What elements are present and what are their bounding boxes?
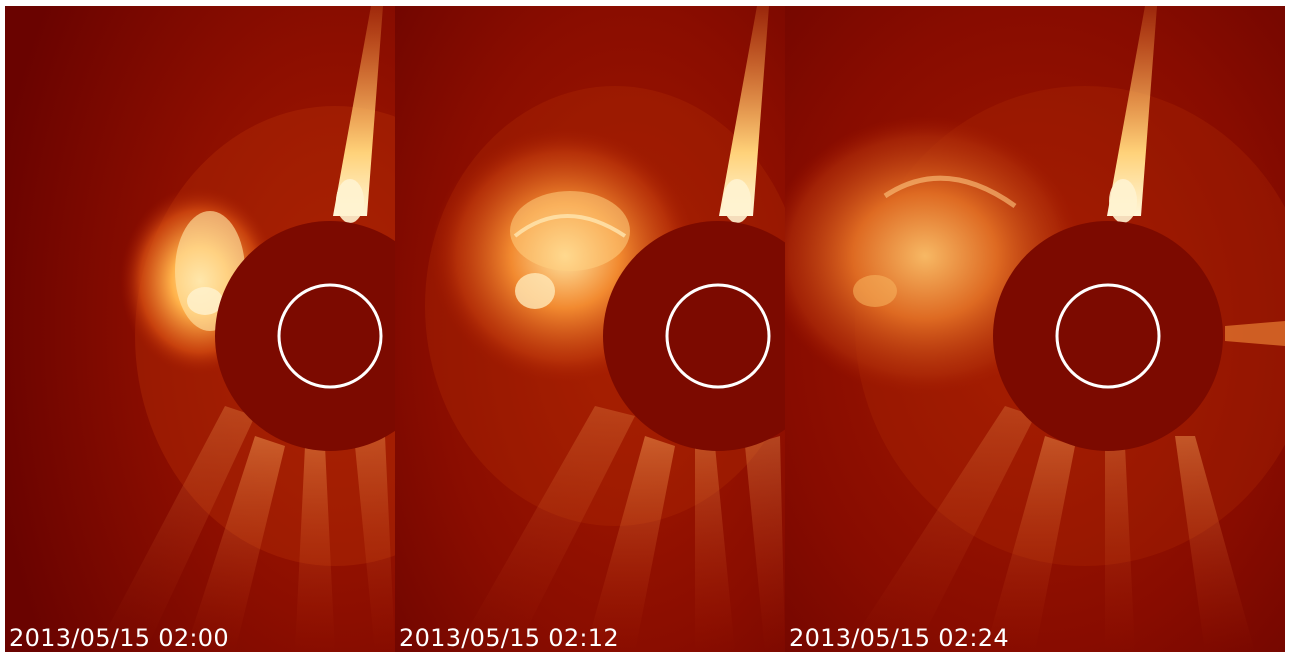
coronagraph-frame-3: 2013/05/15 02:24 xyxy=(785,6,1285,652)
coronagraph-frame-2: 2013/05/15 02:12 xyxy=(395,6,785,652)
coronagraph-image-strip: 2013/05/15 02:00 xyxy=(5,6,1285,652)
coronagraph-frame-1: 2013/05/15 02:00 xyxy=(5,6,395,652)
coronagraph-scene-1 xyxy=(5,6,395,652)
coronagraph-scene-3 xyxy=(785,6,1285,652)
timestamp-label: 2013/05/15 02:00 xyxy=(9,624,229,652)
timestamp-label: 2013/05/15 02:12 xyxy=(399,624,619,652)
timestamp-label: 2013/05/15 02:24 xyxy=(789,624,1009,652)
coronagraph-scene-2 xyxy=(395,6,785,652)
